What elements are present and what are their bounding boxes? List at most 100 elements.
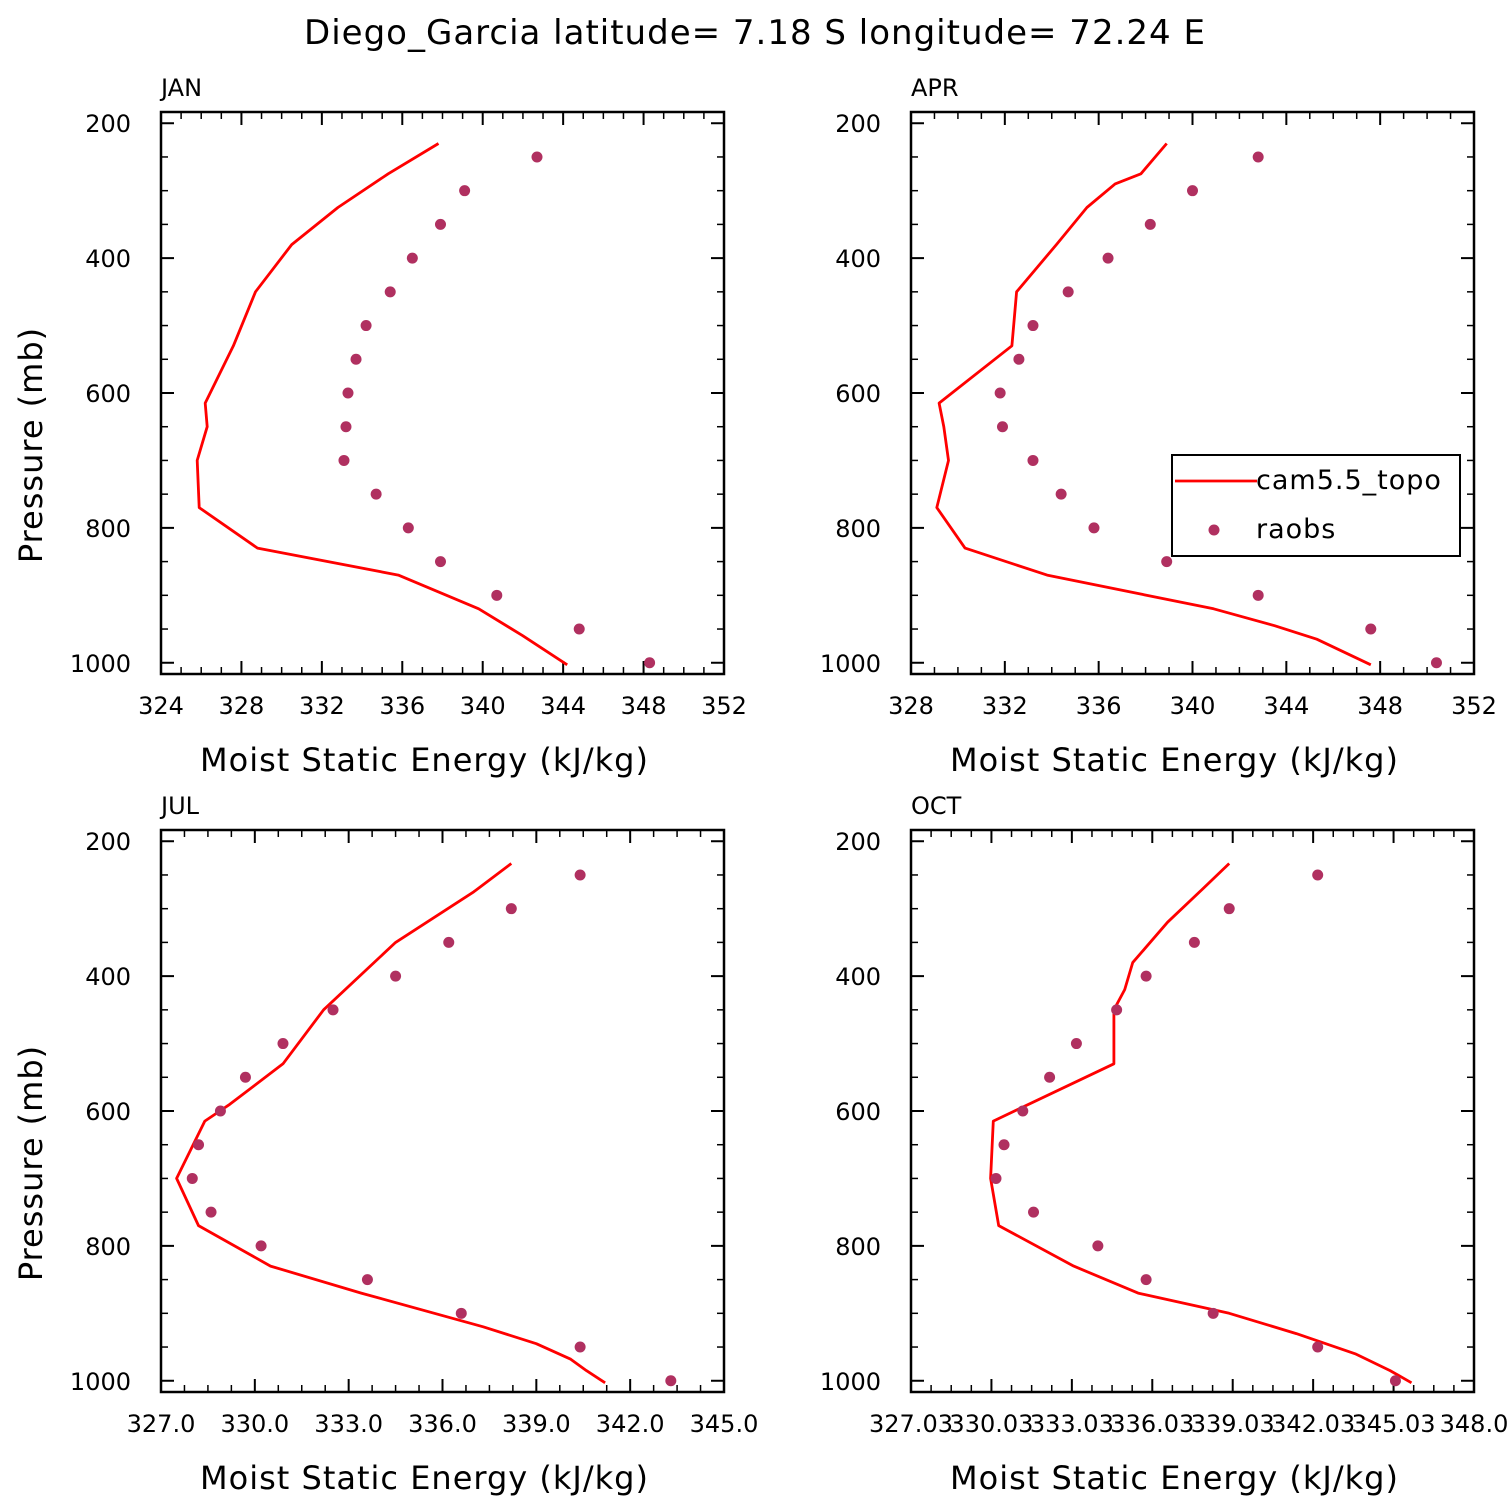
- data-point-raobs: [255, 1240, 267, 1252]
- data-point-raobs: [1312, 869, 1324, 881]
- y-tick-label: 800: [85, 515, 131, 543]
- data-point-raobs: [990, 1172, 1002, 1184]
- series-line-cam5.5_topo: [989, 862, 1413, 1385]
- x-tick-label: 327.03: [869, 1410, 953, 1438]
- panel-oct: OCT327.03330.03333.03336.03339.03342.033…: [820, 792, 1508, 1497]
- x-tick-label: 348: [1357, 692, 1403, 720]
- legend-box: [1171, 454, 1461, 557]
- data-point-raobs: [1111, 1004, 1123, 1016]
- data-point-raobs: [443, 936, 455, 948]
- data-point-raobs: [239, 1071, 251, 1083]
- x-axis-label: Moist Static Energy (kJ/kg): [950, 741, 1399, 779]
- data-point-raobs: [1312, 1341, 1324, 1353]
- series-line-cam5.5_topo: [935, 142, 1372, 667]
- y-tick-label: 600: [835, 380, 881, 408]
- data-point-raobs: [459, 185, 471, 197]
- x-tick-label: 340: [1170, 692, 1216, 720]
- x-axis-label: Moist Static Energy (kJ/kg): [950, 1459, 1399, 1497]
- data-point-raobs: [531, 151, 543, 163]
- data-point-raobs: [406, 252, 418, 264]
- y-tick-label: 1000: [820, 1368, 881, 1396]
- data-point-raobs: [1102, 252, 1114, 264]
- y-axis-label: Pressure (mb): [12, 1045, 50, 1281]
- x-tick-label: 330.03: [949, 1410, 1033, 1438]
- data-point-raobs: [1365, 623, 1377, 635]
- data-point-raobs: [1223, 903, 1235, 915]
- x-tick-label: 336: [1076, 692, 1122, 720]
- data-point-raobs: [1389, 1375, 1401, 1387]
- data-point-raobs: [1055, 488, 1067, 500]
- data-point-raobs: [1028, 1206, 1040, 1218]
- x-axis-label: Moist Static Energy (kJ/kg): [200, 1459, 649, 1497]
- data-point-raobs: [434, 218, 446, 230]
- data-point-raobs: [574, 1341, 586, 1353]
- x-tick-label: 339.0: [502, 1410, 571, 1438]
- series-line-cam5.5_topo: [175, 862, 606, 1384]
- data-point-raobs: [384, 286, 396, 298]
- data-point-raobs: [1013, 353, 1025, 365]
- x-tick-label: 342.0: [596, 1410, 665, 1438]
- data-point-raobs: [1144, 218, 1156, 230]
- y-tick-label: 200: [835, 110, 881, 138]
- data-point-raobs: [573, 623, 585, 635]
- plot-frame: [159, 828, 726, 1394]
- x-tick-label: 345.0: [690, 1410, 759, 1438]
- data-point-raobs: [574, 869, 586, 881]
- y-tick-label: 1000: [820, 650, 881, 678]
- panel-jan: JAN 324 328 332 336 340 344 348 352 200 400 600 800 1…: [12, 74, 747, 779]
- x-tick-label: 332: [299, 692, 345, 720]
- data-point-raobs: [1070, 1038, 1082, 1050]
- data-point-raobs: [350, 353, 362, 365]
- y-tick-label: 1000: [70, 1368, 131, 1396]
- y-tick-label: 200: [85, 110, 131, 138]
- y-tick-label: 800: [835, 515, 881, 543]
- plot-frame: [909, 828, 1476, 1394]
- x-tick-label: 333.0: [314, 1410, 383, 1438]
- data-point-raobs: [1187, 185, 1198, 197]
- data-point-raobs: [1252, 589, 1264, 601]
- series-line-cam5.5_topo: [195, 142, 568, 666]
- panel-label: APR: [911, 74, 959, 102]
- data-point-raobs: [277, 1038, 289, 1050]
- data-point-raobs: [1252, 151, 1264, 163]
- data-point-raobs: [1088, 522, 1100, 534]
- data-point-raobs: [214, 1105, 226, 1117]
- data-point-raobs: [455, 1307, 467, 1319]
- data-point-raobs: [665, 1375, 677, 1387]
- y-tick-label: 600: [85, 380, 131, 408]
- data-point-raobs: [342, 387, 354, 399]
- data-point-raobs: [402, 522, 414, 534]
- legend-label-obs: raobs: [1256, 514, 1336, 545]
- plot-frame: [159, 110, 726, 676]
- figure-title: Diego_Garcia latitude= 7.18 S longitude=…: [304, 13, 1206, 53]
- x-tick-label: 348: [621, 692, 667, 720]
- data-point-raobs: [1017, 1105, 1029, 1117]
- y-tick-label: 800: [85, 1233, 131, 1261]
- data-point-raobs: [1207, 1307, 1219, 1319]
- x-tick-label: 328: [219, 692, 265, 720]
- data-point-raobs: [186, 1172, 198, 1184]
- y-axis-label: Pressure (mb): [12, 327, 50, 563]
- data-point-raobs: [193, 1139, 205, 1151]
- x-tick-label: 348.0: [1440, 1410, 1509, 1438]
- data-point-raobs: [996, 421, 1008, 433]
- x-axis-label: Moist Static Energy (kJ/kg): [200, 741, 649, 779]
- x-tick-label: 336.03: [1110, 1410, 1194, 1438]
- data-point-raobs: [1430, 657, 1442, 669]
- data-point-raobs: [1044, 1071, 1056, 1083]
- data-point-raobs: [361, 1274, 373, 1286]
- panel-label: JAN: [159, 74, 202, 102]
- x-tick-label: 324: [138, 692, 184, 720]
- data-point-raobs: [1092, 1240, 1104, 1252]
- panel-jul: JUL 327.0 330.0 333.0 336.0 339.0 342.0 345.0 20…: [12, 792, 758, 1497]
- data-point-raobs: [994, 387, 1006, 399]
- data-point-raobs: [327, 1004, 339, 1016]
- x-tick-label: 339.03: [1191, 1410, 1275, 1438]
- legend-label-model: cam5.5_topo: [1256, 465, 1442, 496]
- x-tick-label: 342.03: [1271, 1410, 1355, 1438]
- data-point-raobs: [1027, 454, 1039, 466]
- data-point-raobs: [491, 589, 503, 601]
- x-tick-label: 344: [1263, 692, 1309, 720]
